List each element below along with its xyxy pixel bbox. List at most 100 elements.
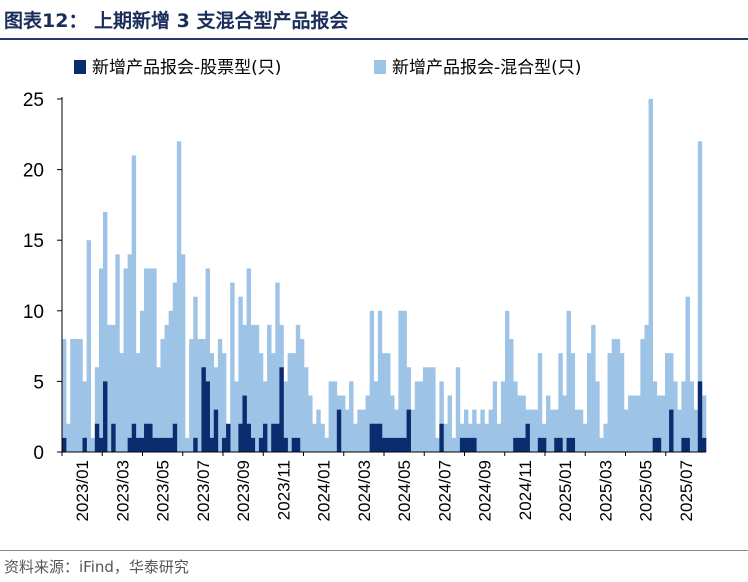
hybrid-bar bbox=[267, 324, 272, 452]
stock-bar bbox=[152, 437, 157, 452]
x-tick-label: 2025/01 bbox=[556, 460, 575, 521]
hybrid-bar bbox=[537, 353, 543, 452]
stock-bar bbox=[250, 437, 256, 452]
hybrid-bar bbox=[185, 437, 190, 452]
hybrid-bar bbox=[234, 381, 239, 452]
stock-bar bbox=[394, 437, 399, 452]
hybrid-bar bbox=[402, 310, 407, 452]
x-tick-label: 2025/07 bbox=[677, 460, 696, 521]
stock-bar bbox=[156, 437, 161, 452]
stock-bar bbox=[94, 423, 100, 452]
hybrid-bar bbox=[500, 381, 506, 452]
hybrid-bar bbox=[193, 296, 198, 452]
hybrid-bar bbox=[217, 339, 223, 452]
x-tick-label: 2024/01 bbox=[315, 460, 334, 521]
hybrid-bar bbox=[681, 381, 686, 452]
stock-bar bbox=[525, 423, 530, 452]
hybrid-bar bbox=[431, 367, 436, 452]
stock-bar bbox=[558, 437, 563, 452]
stock-bar bbox=[386, 437, 391, 452]
stock-bar bbox=[291, 437, 297, 452]
hybrid-bar bbox=[74, 339, 79, 452]
x-tick-label: 2023/01 bbox=[73, 460, 92, 521]
x-tick-label: 2024/05 bbox=[395, 460, 414, 521]
hybrid-bar bbox=[619, 353, 625, 452]
stock-bar bbox=[135, 437, 141, 452]
hybrid-bar bbox=[299, 339, 305, 452]
stock-bar bbox=[521, 437, 526, 452]
hybrid-bar bbox=[119, 353, 124, 452]
stock-bar bbox=[246, 423, 251, 452]
hybrid-bar bbox=[660, 395, 666, 452]
hybrid-bar bbox=[480, 409, 485, 452]
stock-bar bbox=[685, 437, 690, 452]
stock-bar bbox=[295, 437, 301, 452]
hybrid-bar bbox=[599, 437, 604, 452]
hybrid-bar bbox=[546, 395, 551, 452]
hybrid-bar bbox=[632, 395, 637, 452]
stock-bar bbox=[652, 437, 658, 452]
stock-bar bbox=[201, 367, 206, 452]
hybrid-bar bbox=[505, 310, 510, 452]
hybrid-bar bbox=[287, 353, 293, 452]
hybrid-bar bbox=[447, 395, 452, 452]
hybrid-bar bbox=[340, 395, 346, 452]
hybrid-bar bbox=[685, 296, 690, 452]
stock-bar bbox=[439, 423, 444, 452]
hybrid-bar bbox=[521, 395, 526, 452]
hybrid-bar bbox=[180, 254, 186, 452]
stock-bar bbox=[459, 437, 465, 452]
stock-bar bbox=[279, 367, 284, 452]
x-tick-label: 2024/09 bbox=[476, 460, 495, 521]
hybrid-bar bbox=[82, 381, 87, 452]
stock-bar bbox=[271, 423, 276, 452]
hybrid-bar bbox=[291, 353, 297, 452]
stock-bar bbox=[377, 423, 383, 452]
hybrid-bar bbox=[312, 423, 317, 452]
hybrid-bar bbox=[595, 381, 600, 452]
stock-bar bbox=[213, 409, 219, 452]
stock-bar bbox=[242, 395, 247, 452]
stock-bar bbox=[381, 437, 387, 452]
hybrid-bar bbox=[127, 254, 133, 452]
stock-bar bbox=[701, 437, 707, 452]
hybrid-bar bbox=[332, 381, 338, 452]
hybrid-bar bbox=[345, 409, 350, 452]
stock-bar bbox=[160, 437, 165, 452]
hybrid-bar bbox=[455, 367, 461, 452]
stock-bar bbox=[463, 437, 469, 452]
x-tick-label: 2025/03 bbox=[596, 460, 615, 521]
hybrid-bar bbox=[123, 268, 128, 452]
stock-bar bbox=[98, 437, 104, 452]
hybrid-bar bbox=[94, 367, 100, 452]
hybrid-bar bbox=[611, 339, 617, 452]
hybrid-bar bbox=[365, 395, 370, 452]
hybrid-bar bbox=[628, 395, 633, 452]
stock-bar bbox=[373, 423, 379, 452]
hybrid-bar bbox=[636, 395, 641, 452]
hybrid-bar bbox=[381, 353, 387, 452]
x-tick-label: 2023/09 bbox=[234, 460, 253, 521]
hybrid-bar bbox=[652, 381, 658, 452]
hybrid-bar bbox=[488, 409, 493, 452]
hybrid-bar bbox=[701, 395, 707, 452]
hybrid-bar bbox=[693, 409, 699, 452]
stock-bar bbox=[205, 381, 210, 452]
hybrid-bar bbox=[328, 381, 334, 452]
stock-bar bbox=[406, 409, 411, 452]
stock-bar bbox=[172, 423, 178, 452]
hybrid-bar bbox=[550, 409, 555, 452]
hybrid-bar bbox=[246, 268, 251, 452]
title-bar: 图表12： 上期新增 3 支混合型产品报会 bbox=[0, 0, 748, 40]
stock-bar bbox=[103, 381, 108, 452]
hybrid-bar bbox=[648, 99, 653, 452]
hybrid-bar bbox=[156, 367, 161, 452]
y-tick-label: 10 bbox=[23, 302, 44, 323]
hybrid-bar bbox=[139, 310, 145, 452]
x-tick-label: 2024/11 bbox=[516, 460, 535, 520]
hybrid-bar bbox=[103, 211, 108, 452]
stock-bar bbox=[144, 423, 149, 452]
hybrid-bar bbox=[669, 353, 674, 452]
hybrid-bar bbox=[349, 381, 354, 452]
hybrid-bar bbox=[78, 339, 83, 452]
